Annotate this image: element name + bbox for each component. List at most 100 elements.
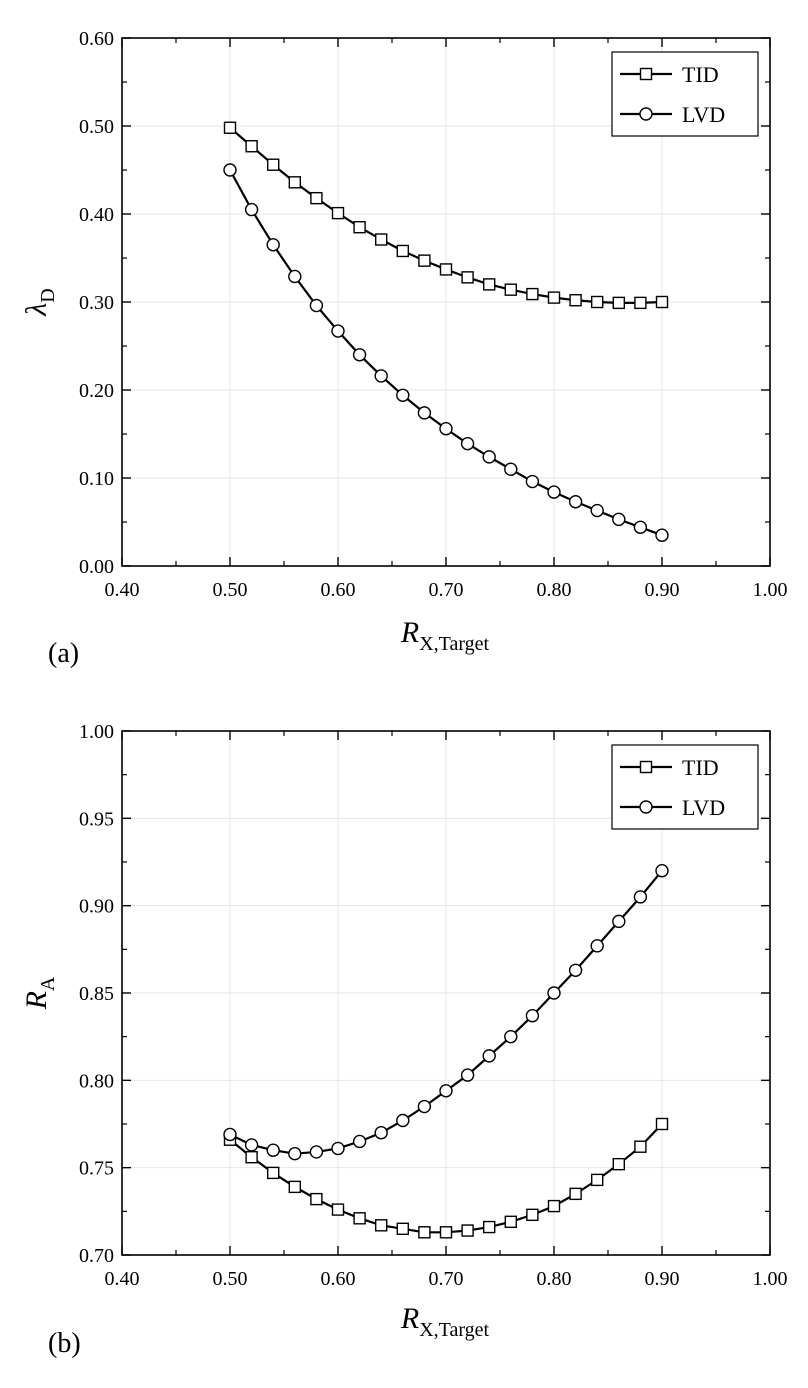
x-tick-label: 1.00 bbox=[753, 579, 788, 601]
data-point-lvd bbox=[352, 348, 367, 362]
x-tick-label: 0.50 bbox=[213, 1268, 248, 1290]
data-point-tid bbox=[375, 233, 388, 246]
data-point-tid bbox=[612, 1157, 625, 1171]
data-point-lvd bbox=[568, 495, 583, 509]
x-axis-title-sub: X,Target bbox=[419, 633, 489, 655]
y-axis-title: λD bbox=[20, 288, 59, 316]
legend: TID LVD bbox=[611, 51, 759, 137]
data-point-tid bbox=[569, 1187, 582, 1201]
data-point-lvd bbox=[504, 462, 518, 476]
data-point-tid bbox=[526, 287, 539, 301]
y-tick-label: 0.00 bbox=[79, 556, 114, 578]
y-tick-label: 0.70 bbox=[79, 1245, 114, 1267]
data-point-tid bbox=[396, 244, 409, 258]
data-point-lvd bbox=[288, 1146, 302, 1161]
data-point-lvd bbox=[417, 1099, 432, 1114]
y-tick-label: 0.85 bbox=[79, 983, 114, 1005]
data-point-tid bbox=[612, 296, 625, 310]
legend-box bbox=[611, 51, 759, 137]
data-point-lvd bbox=[482, 1049, 496, 1063]
x-tick-label: 0.90 bbox=[645, 579, 680, 601]
data-point-lvd bbox=[504, 1029, 518, 1044]
data-point-tid bbox=[245, 1150, 258, 1164]
data-point-tid bbox=[310, 1192, 323, 1206]
data-point-lvd bbox=[482, 450, 496, 464]
x-tick-label: 1.00 bbox=[753, 1268, 788, 1290]
data-point-lvd bbox=[352, 1134, 367, 1149]
data-point-tid bbox=[375, 1219, 388, 1232]
data-point-tid bbox=[223, 121, 237, 134]
data-point-lvd bbox=[439, 422, 453, 436]
legend-label-lvd: LVD bbox=[682, 795, 725, 820]
data-point-tid bbox=[331, 1203, 345, 1216]
legend-marker-tid bbox=[639, 67, 653, 81]
data-point-tid bbox=[461, 271, 474, 284]
data-point-lvd bbox=[396, 1113, 410, 1128]
data-point-lvd bbox=[525, 1009, 540, 1023]
data-point-lvd bbox=[244, 1138, 259, 1152]
data-point-lvd bbox=[266, 238, 280, 252]
legend-label-tid: TID bbox=[682, 755, 719, 780]
x-tick-label: 0.80 bbox=[537, 1268, 572, 1290]
x-axis-title-main: R bbox=[400, 616, 419, 649]
x-tick-label: 0.90 bbox=[645, 1268, 680, 1290]
data-point-tid bbox=[353, 220, 366, 234]
x-axis-title: RX,Target bbox=[400, 616, 490, 655]
data-point-tid bbox=[288, 176, 301, 189]
y-tick-label: 0.95 bbox=[79, 808, 114, 830]
data-point-lvd bbox=[612, 914, 626, 929]
data-point-tid bbox=[547, 291, 561, 304]
legend-label-tid: TID bbox=[682, 62, 719, 87]
data-point-tid bbox=[526, 1208, 539, 1222]
data-point-lvd bbox=[525, 474, 540, 489]
data-point-tid bbox=[655, 1117, 669, 1131]
panel-label: (a) bbox=[48, 638, 79, 669]
y-tick-label: 0.30 bbox=[79, 292, 114, 314]
data-point-tid bbox=[483, 1220, 496, 1234]
data-point-tid bbox=[439, 1226, 453, 1239]
data-point-tid bbox=[396, 1222, 409, 1236]
y-tick-label: 0.10 bbox=[79, 468, 114, 490]
data-point-lvd bbox=[266, 1143, 280, 1157]
data-point-tid bbox=[655, 295, 669, 309]
data-point-tid bbox=[569, 294, 582, 307]
data-point-tid bbox=[245, 140, 258, 153]
data-point-lvd bbox=[612, 512, 626, 527]
x-tick-label: 0.60 bbox=[321, 1268, 356, 1290]
y-tick-label: 0.40 bbox=[79, 204, 114, 226]
chart-panel-2: 0.40 0.50 0.60 0.70 0.80 0.90 1.00 0.70 0.75 0.80… bbox=[20, 721, 788, 1359]
y-tick-label: 1.00 bbox=[79, 721, 114, 743]
y-axis-title-sub: A bbox=[37, 976, 59, 991]
data-point-lvd bbox=[396, 388, 410, 402]
data-point-lvd bbox=[460, 1068, 475, 1082]
data-point-lvd bbox=[417, 406, 432, 420]
data-point-tid bbox=[418, 1226, 431, 1239]
data-point-tid bbox=[504, 1215, 517, 1229]
data-point-tid bbox=[288, 1180, 301, 1194]
data-point-lvd bbox=[244, 202, 259, 217]
data-point-tid bbox=[310, 191, 323, 205]
x-tick-label: 0.50 bbox=[213, 579, 248, 601]
legend-marker-tid bbox=[639, 760, 653, 774]
x-tick-label: 0.60 bbox=[321, 579, 356, 601]
y-tick-label: 0.60 bbox=[79, 28, 114, 50]
data-point-lvd bbox=[568, 963, 583, 977]
y-axis-title-main: R bbox=[20, 991, 53, 1010]
data-point-lvd bbox=[309, 298, 324, 313]
x-axis-title: RX,Target bbox=[400, 1302, 490, 1341]
series-tid bbox=[223, 121, 669, 310]
legend: TID LVD bbox=[611, 744, 759, 830]
y-axis-title: RA bbox=[20, 976, 59, 1010]
y-axis-title-main: λ bbox=[20, 303, 53, 317]
legend-label-lvd: LVD bbox=[682, 102, 725, 127]
legend-marker-lvd bbox=[639, 107, 653, 121]
data-point-tid bbox=[439, 263, 453, 276]
data-point-lvd bbox=[633, 520, 648, 534]
x-axis-title-main: R bbox=[400, 1302, 419, 1335]
data-point-lvd bbox=[309, 1145, 324, 1159]
data-point-lvd bbox=[374, 369, 388, 383]
data-point-lvd bbox=[633, 890, 648, 904]
x-axis-title-sub: X,Target bbox=[419, 1319, 489, 1341]
x-tick-label: 0.80 bbox=[537, 579, 572, 601]
data-point-tid bbox=[591, 1173, 604, 1187]
